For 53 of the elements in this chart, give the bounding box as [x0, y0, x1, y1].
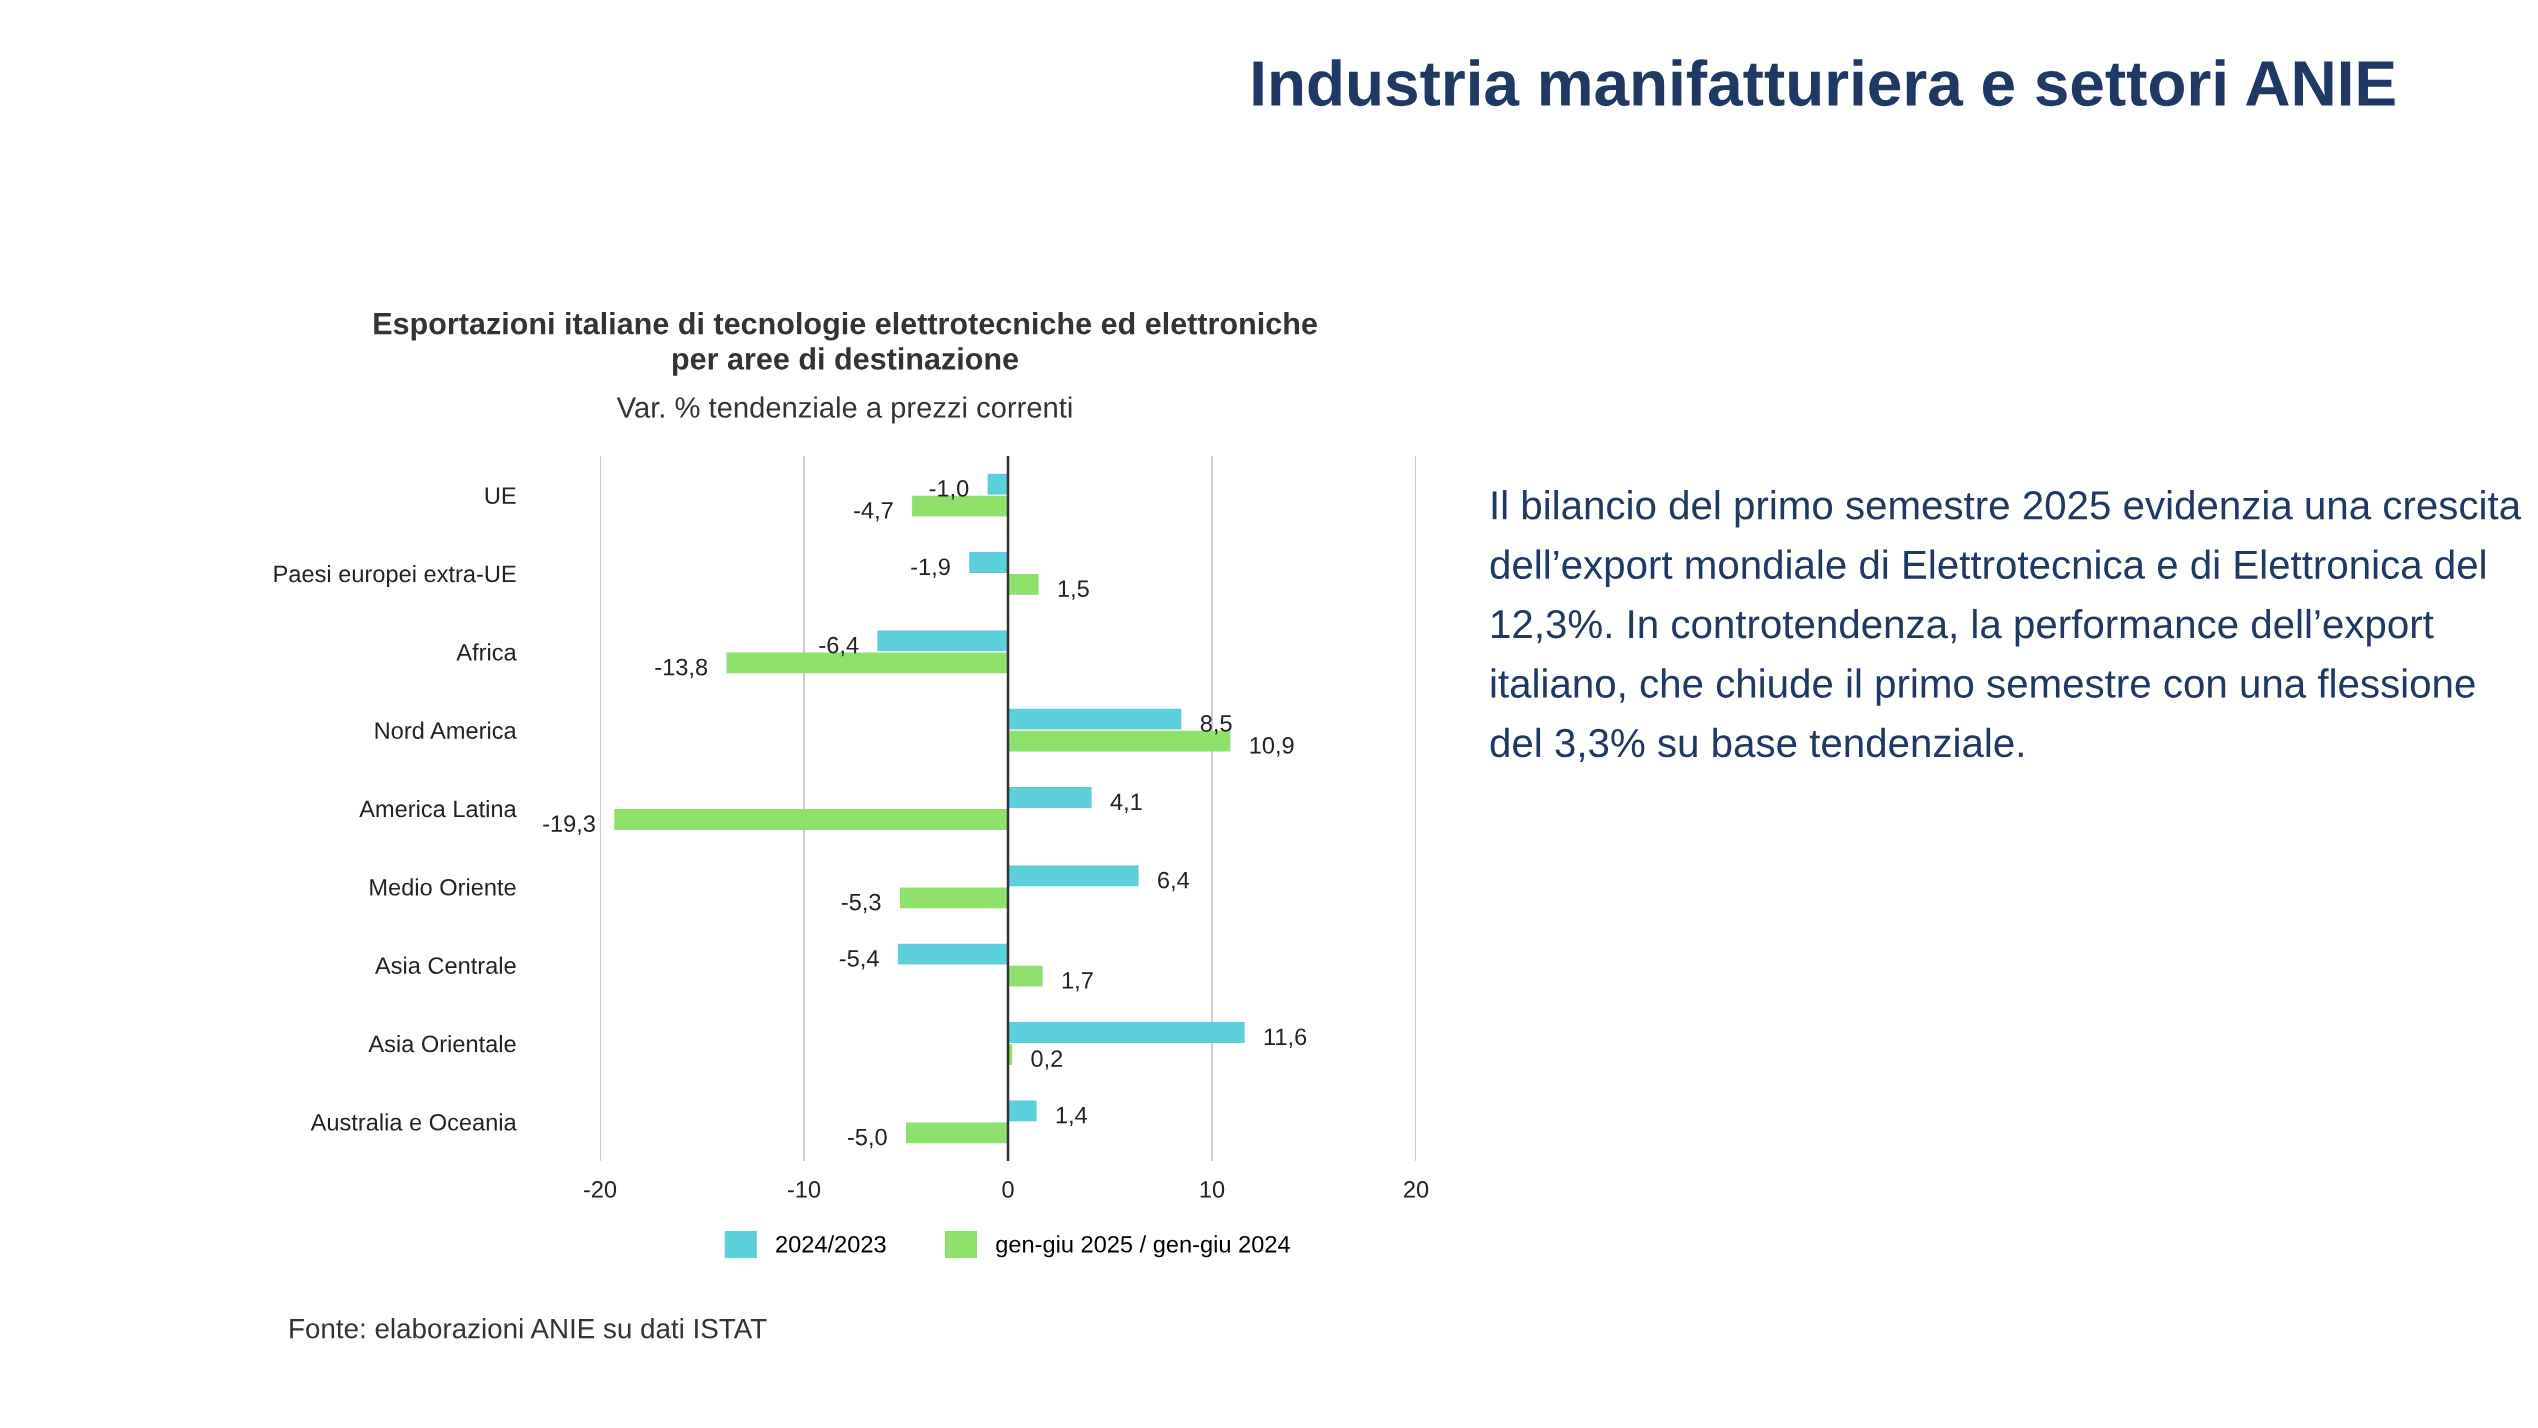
y-tick-label: UE [485, 487, 516, 504]
data-label: 1,7 [1062, 972, 1093, 992]
data-label: -4,7 [854, 502, 893, 522]
data-label: 8,5 [1200, 715, 1232, 735]
y-tick-label: Asia Centrale [374, 956, 516, 974]
data-label: -1,0 [929, 480, 969, 500]
data-label: 1,4 [1056, 1107, 1088, 1127]
bar [1008, 787, 1092, 808]
y-tick-label: Asia Orientale [368, 1034, 516, 1053]
bar [1008, 1022, 1245, 1043]
data-label: 1,5 [1058, 580, 1089, 600]
bar [987, 473, 1008, 495]
bar [1008, 1100, 1037, 1122]
x-tick-label: -10 [787, 1181, 821, 1198]
data-label: 0,2 [1031, 1050, 1063, 1070]
chart-subtitle: Var. % tendenziale a prezzi correnti [616, 396, 1072, 424]
bar [614, 809, 1008, 830]
data-label: -1,9 [911, 558, 950, 578]
x-tick-label: 0 [1002, 1181, 1014, 1198]
x-tick-label: 10 [1200, 1181, 1225, 1198]
x-tick-label: 20 [1404, 1181, 1429, 1198]
bar [897, 943, 1008, 965]
y-tick-label: Africa [456, 643, 517, 661]
bar [877, 630, 1008, 652]
text: Il bilancio del primo semestre 2025 evidenzia una crescita dell’export mondiale di Elettrotecnica e di Elettronica del 12,3%. In controtendenza, la performance dell’export italiano, che chiude il primo semestre con una flessione del 3,3% su base tendenziale. [1490, 490, 2522, 763]
bar [969, 552, 1008, 573]
data-label: 6,4 [1158, 871, 1190, 892]
y-tick-label: America Latina [359, 799, 517, 818]
data-label: -6,4 [819, 636, 859, 657]
bar [1008, 574, 1039, 595]
data-label: -5,4 [839, 950, 879, 970]
data-label: 11,6 [1264, 1028, 1307, 1048]
source-note: Fonte: elaborazioni ANIE su dati ISTAT [290, 1318, 767, 1339]
bar [1008, 865, 1139, 887]
data-label: -19,3 [543, 815, 595, 835]
legend-label: 2024/2023 [776, 1235, 886, 1253]
data-label: -13,8 [655, 658, 708, 679]
y-tick-label: Medio Oriente [370, 878, 516, 896]
text: Industria manifatturiera e settori ANIE [1253, 59, 2395, 107]
legend-label: gen-giu 2025 / gen-giu 2024 [996, 1235, 1290, 1258]
data-label: -5,0 [848, 1128, 887, 1149]
bar [1008, 965, 1043, 987]
data-label: -5,3 [841, 893, 881, 914]
bar [906, 1122, 1008, 1144]
bar [1008, 708, 1182, 730]
bar [899, 887, 1008, 909]
data-label: 10,9 [1250, 737, 1294, 757]
y-tick-label: Paesi europei extra-UE [274, 564, 516, 587]
y-tick-label: Nord America [375, 721, 517, 739]
y-tick-label: Australia e Oceania [310, 1113, 517, 1131]
x-tick-label: -20 [583, 1181, 617, 1198]
data-label: 4,1 [1110, 793, 1142, 813]
chart-title: Esportazioni italiane di tecnologie elettrotecniche ed elettroniche per aree di destinazione [374, 312, 1317, 376]
